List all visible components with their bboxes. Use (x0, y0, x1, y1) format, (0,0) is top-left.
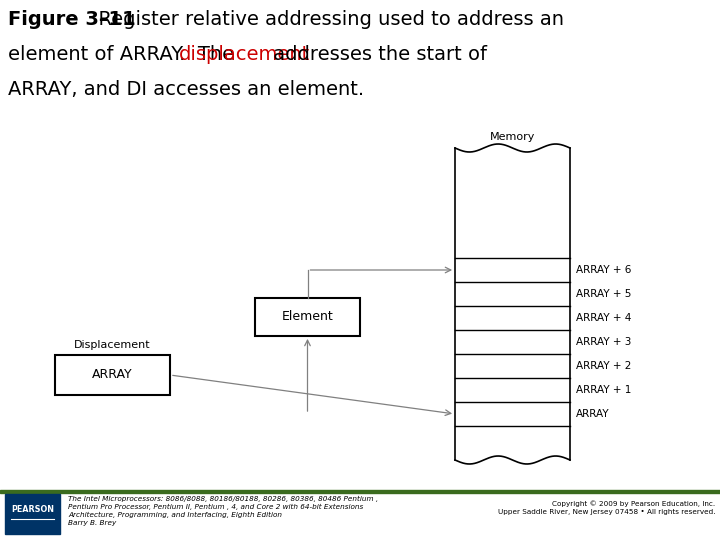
Text: Figure 3–11: Figure 3–11 (8, 10, 136, 29)
Text: addresses the start of: addresses the start of (267, 45, 487, 64)
Text: Register relative addressing used to address an: Register relative addressing used to add… (86, 10, 564, 29)
Text: Architecture, Programming, and Interfacing, Eighth Edition: Architecture, Programming, and Interfaci… (68, 512, 282, 518)
Text: element of ARRAY.  The: element of ARRAY. The (8, 45, 240, 64)
Text: Copyright © 2009 by Pearson Education, Inc.: Copyright © 2009 by Pearson Education, I… (552, 500, 715, 507)
Text: Barry B. Brey: Barry B. Brey (68, 520, 116, 526)
Text: Element: Element (282, 310, 333, 323)
Bar (0, 490, 720, 493)
Text: ARRAY: ARRAY (576, 409, 610, 419)
Text: Memory: Memory (490, 132, 535, 142)
Text: ARRAY, and DI accesses an element.: ARRAY, and DI accesses an element. (8, 80, 364, 99)
Text: ARRAY: ARRAY (92, 368, 132, 381)
Text: The Intel Microprocessors: 8086/8088, 80186/80188, 80286, 80386, 80486 Pentium ,: The Intel Microprocessors: 8086/8088, 80… (68, 496, 378, 502)
Text: ARRAY + 6: ARRAY + 6 (576, 265, 631, 275)
Text: ARRAY + 1: ARRAY + 1 (576, 385, 631, 395)
Text: ARRAY + 4: ARRAY + 4 (576, 313, 631, 323)
Text: Upper Saddle River, New Jersey 07458 • All rights reserved.: Upper Saddle River, New Jersey 07458 • A… (498, 509, 715, 515)
Text: displacement: displacement (179, 45, 310, 64)
Bar (55, 355, 170, 395)
Text: Pentium Pro Processor, Pentium II, Pentium , 4, and Core 2 with 64-bit Extension: Pentium Pro Processor, Pentium II, Penti… (68, 504, 364, 510)
Text: ARRAY + 3: ARRAY + 3 (576, 337, 631, 347)
Bar (5, 494, 60, 534)
Text: PEARSON: PEARSON (11, 505, 54, 514)
Text: ARRAY + 5: ARRAY + 5 (576, 289, 631, 299)
Bar (255, 298, 360, 336)
Text: ARRAY + 2: ARRAY + 2 (576, 361, 631, 371)
Text: Displacement: Displacement (74, 340, 150, 350)
